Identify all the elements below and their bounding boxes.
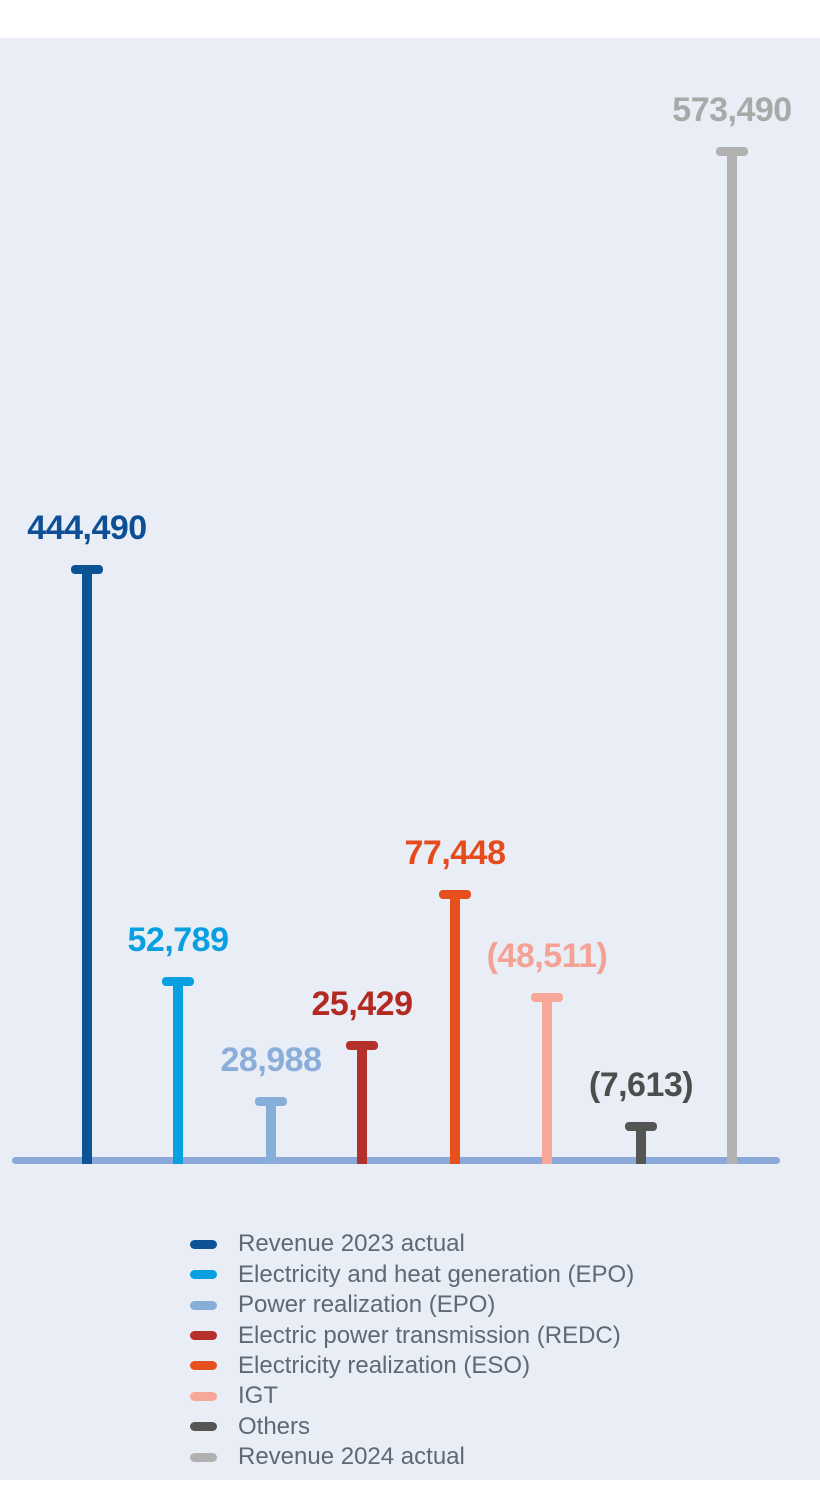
bar-stem xyxy=(173,977,183,1164)
bar-value-label: (48,511) xyxy=(486,937,608,975)
bar-cap xyxy=(71,565,103,574)
legend-row: Revenue 2024 actual xyxy=(190,1442,634,1472)
legend-label: Electric power transmission (REDC) xyxy=(238,1321,621,1349)
legend-row: Electricity and heat generation (EPO) xyxy=(190,1259,634,1289)
legend-marker-swatch xyxy=(190,1239,217,1249)
bar-value-label: 444,490 xyxy=(27,509,147,547)
legend-row: Others xyxy=(190,1412,634,1442)
bar-value-label: 77,448 xyxy=(404,834,507,872)
legend-label: Electricity and heat generation (EPO) xyxy=(238,1260,635,1288)
bar-value-label: (7,613) xyxy=(588,1066,694,1104)
legend-row: Power realization (EPO) xyxy=(190,1290,634,1320)
legend-row: Revenue 2023 actual xyxy=(190,1229,634,1259)
bar-stem xyxy=(82,565,92,1164)
bar-cap xyxy=(162,977,194,986)
legend-row: IGT xyxy=(190,1381,634,1411)
legend-marker-swatch xyxy=(190,1391,217,1401)
legend-marker-swatch xyxy=(190,1422,217,1432)
legend-label: Others xyxy=(238,1412,311,1440)
chart-background-panel xyxy=(0,38,820,1480)
legend-label: Revenue 2023 actual xyxy=(238,1230,465,1258)
bar-value-label: 52,789 xyxy=(127,921,230,959)
bar-cap xyxy=(531,993,563,1002)
legend-label: Revenue 2024 actual xyxy=(238,1443,465,1471)
bar-cap xyxy=(255,1097,287,1106)
legend-marker-swatch xyxy=(190,1270,217,1280)
bar-stem xyxy=(450,890,460,1164)
legend: Revenue 2023 actual Electricity and heat … xyxy=(190,1229,634,1473)
x-axis-baseline xyxy=(12,1157,780,1164)
legend-marker-swatch xyxy=(190,1452,217,1462)
legend-marker-swatch xyxy=(190,1331,217,1341)
legend-marker-swatch xyxy=(190,1300,217,1310)
bar-cap xyxy=(439,890,471,899)
bar-value-label: 573,490 xyxy=(672,91,792,129)
bar-cap xyxy=(346,1041,378,1050)
bar-stem xyxy=(636,1122,646,1164)
bar-stem xyxy=(542,993,552,1164)
bar-stem xyxy=(266,1097,276,1164)
legend-label: IGT xyxy=(238,1382,278,1410)
legend-row: Electricity realization (ESO) xyxy=(190,1351,634,1381)
legend-label: Electricity realization (ESO) xyxy=(238,1351,531,1379)
bar-cap xyxy=(716,147,748,156)
bar-value-label: 25,429 xyxy=(311,985,414,1023)
legend-marker-swatch xyxy=(190,1361,217,1371)
bar-cap xyxy=(625,1122,657,1131)
bar-stem xyxy=(727,147,737,1164)
bar-value-label: 28,988 xyxy=(220,1041,323,1079)
bar-stem xyxy=(357,1041,367,1164)
legend-label: Power realization (EPO) xyxy=(238,1291,496,1319)
legend-row: Electric power transmission (REDC) xyxy=(190,1320,634,1350)
